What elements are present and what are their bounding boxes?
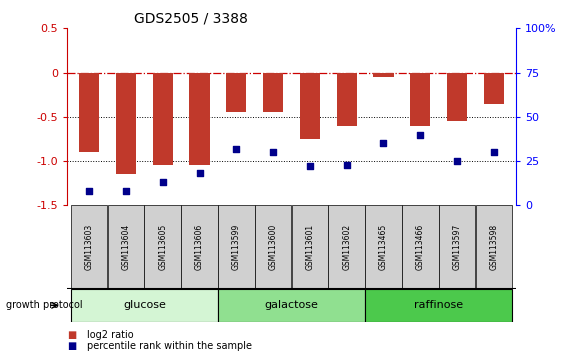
Point (305, 164, 315, 169)
Text: GSM113599: GSM113599 (232, 224, 241, 270)
Point (195, 171, 204, 176)
Text: percentile rank within the sample: percentile rank within the sample (87, 341, 252, 351)
Bar (336, 73, 357, 126)
Bar (71, 205, 107, 289)
Bar (476, 205, 512, 289)
Bar (263, 73, 283, 113)
Point (452, 158, 462, 164)
Text: GSM113598: GSM113598 (489, 224, 498, 270)
Text: ■: ■ (67, 330, 76, 339)
Bar (79, 73, 99, 152)
Text: log2 ratio: log2 ratio (87, 330, 134, 339)
Bar (255, 205, 292, 289)
Text: GSM113601: GSM113601 (305, 224, 314, 270)
Bar (71, 289, 218, 322)
Text: GSM113466: GSM113466 (416, 224, 425, 270)
Text: GSM113606: GSM113606 (195, 224, 204, 270)
Text: GDS2505 / 3388: GDS2505 / 3388 (135, 12, 248, 26)
Text: GSM113605: GSM113605 (158, 224, 167, 270)
Point (379, 141, 388, 146)
Bar (218, 289, 365, 322)
Bar (107, 205, 144, 289)
Text: GSM113465: GSM113465 (379, 224, 388, 270)
Bar (116, 73, 136, 175)
Bar (189, 73, 210, 166)
Text: raffinose: raffinose (414, 300, 463, 310)
Point (85, 188, 94, 194)
Bar (365, 205, 402, 289)
Text: ■: ■ (67, 341, 76, 351)
Point (268, 149, 278, 155)
Bar (373, 73, 394, 77)
Bar (226, 73, 247, 113)
Bar (218, 205, 255, 289)
Text: GSM113600: GSM113600 (269, 224, 278, 270)
Point (489, 149, 498, 155)
Point (342, 162, 352, 167)
Bar (328, 205, 365, 289)
Bar (410, 73, 430, 126)
Text: GSM113603: GSM113603 (85, 224, 94, 270)
Bar (292, 205, 328, 289)
Point (121, 188, 131, 194)
Bar (300, 73, 320, 139)
Text: galactose: galactose (265, 300, 318, 310)
Bar (145, 205, 181, 289)
Bar (484, 73, 504, 104)
Point (231, 146, 241, 152)
Text: GSM113602: GSM113602 (342, 224, 351, 270)
Bar (181, 205, 218, 289)
Point (416, 132, 425, 137)
Bar (153, 73, 173, 166)
Text: GSM113597: GSM113597 (452, 224, 462, 270)
Bar (439, 205, 476, 289)
Bar (447, 73, 467, 121)
Text: glucose: glucose (123, 300, 166, 310)
Bar (402, 205, 438, 289)
Text: GSM113604: GSM113604 (121, 224, 131, 270)
Point (158, 179, 167, 185)
Bar (365, 289, 512, 322)
Text: growth protocol: growth protocol (6, 300, 82, 310)
